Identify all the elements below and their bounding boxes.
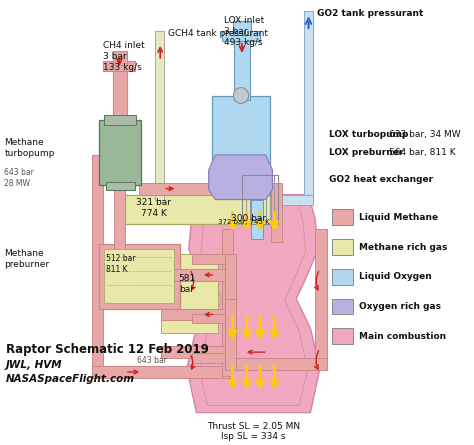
- Bar: [222, 229, 233, 376]
- Bar: [332, 239, 353, 255]
- Text: 512 bar
811 K: 512 bar 811 K: [106, 254, 136, 274]
- Text: GO2 tank pressurant: GO2 tank pressurant: [317, 9, 423, 18]
- Text: 633 bar, 34 MW: 633 bar, 34 MW: [389, 130, 461, 139]
- Bar: [161, 308, 232, 320]
- Bar: [100, 244, 180, 308]
- Bar: [100, 120, 141, 185]
- Bar: [332, 299, 353, 315]
- Bar: [191, 353, 225, 363]
- Bar: [233, 21, 251, 35]
- Text: LOX inlet
3 bar
493 kg/s: LOX inlet 3 bar 493 kg/s: [224, 16, 264, 48]
- Text: Oxygen rich gas: Oxygen rich gas: [359, 302, 441, 311]
- Text: Methane
preburner: Methane preburner: [4, 249, 49, 269]
- Bar: [212, 96, 270, 175]
- Text: 300 bar: 300 bar: [231, 214, 266, 223]
- Bar: [113, 61, 127, 125]
- Text: Thrust SL = 2.05 MN: Thrust SL = 2.05 MN: [207, 422, 300, 432]
- Text: LOX preburner: LOX preburner: [329, 148, 404, 157]
- Bar: [114, 185, 125, 249]
- Bar: [271, 183, 282, 242]
- Text: Isp SL = 334 s: Isp SL = 334 s: [221, 433, 286, 441]
- Text: 564 bar, 811 K: 564 bar, 811 K: [389, 148, 456, 157]
- Bar: [139, 183, 220, 194]
- Bar: [104, 115, 137, 125]
- Bar: [234, 31, 250, 101]
- Bar: [92, 366, 229, 378]
- Bar: [222, 31, 260, 41]
- Text: GO2 heat exchanger: GO2 heat exchanger: [329, 175, 434, 184]
- Bar: [282, 194, 313, 205]
- Text: Liquid Methane: Liquid Methane: [359, 213, 438, 222]
- Text: Methane rich gas: Methane rich gas: [359, 243, 447, 251]
- Polygon shape: [187, 194, 320, 413]
- Bar: [161, 254, 218, 333]
- Bar: [191, 313, 225, 324]
- Bar: [191, 254, 225, 264]
- Text: Main combustion: Main combustion: [359, 332, 446, 341]
- Text: CH4 inlet
3 bar
133 kg/s: CH4 inlet 3 bar 133 kg/s: [103, 41, 145, 72]
- Polygon shape: [199, 199, 308, 406]
- Bar: [315, 229, 327, 358]
- Bar: [332, 269, 353, 285]
- Text: 643 bar: 643 bar: [137, 356, 166, 365]
- Bar: [304, 11, 313, 205]
- Circle shape: [233, 88, 249, 103]
- Text: JWL, HVM: JWL, HVM: [6, 360, 63, 370]
- Bar: [161, 269, 232, 281]
- Text: NASASpaceFlight.com: NASASpaceFlight.com: [6, 374, 135, 384]
- Text: Raptor Schematic 12 Feb 2019: Raptor Schematic 12 Feb 2019: [6, 343, 209, 356]
- Text: 372 bar, 745 K: 372 bar, 745 K: [218, 219, 270, 225]
- Bar: [113, 51, 127, 65]
- Bar: [106, 182, 135, 190]
- Bar: [103, 61, 136, 71]
- Bar: [242, 175, 278, 224]
- Bar: [104, 249, 173, 303]
- Text: Methane
turbopump: Methane turbopump: [4, 138, 55, 158]
- Polygon shape: [209, 155, 273, 199]
- Bar: [125, 194, 273, 224]
- Bar: [332, 328, 353, 344]
- Bar: [225, 254, 236, 299]
- Text: Liquid Oxygen: Liquid Oxygen: [359, 272, 432, 281]
- Text: GCH4 tank pressurant: GCH4 tank pressurant: [168, 29, 268, 38]
- Text: 321 bar
774 K: 321 bar 774 K: [136, 198, 171, 218]
- Text: 581
bar: 581 bar: [178, 274, 195, 294]
- Bar: [92, 155, 103, 373]
- Bar: [225, 289, 236, 370]
- Bar: [225, 358, 327, 370]
- Text: LOX turbopump: LOX turbopump: [329, 130, 409, 139]
- Bar: [161, 346, 232, 358]
- Bar: [252, 199, 263, 239]
- Bar: [332, 210, 353, 225]
- Text: 643 bar
28 MW: 643 bar 28 MW: [4, 168, 34, 188]
- Bar: [155, 31, 164, 199]
